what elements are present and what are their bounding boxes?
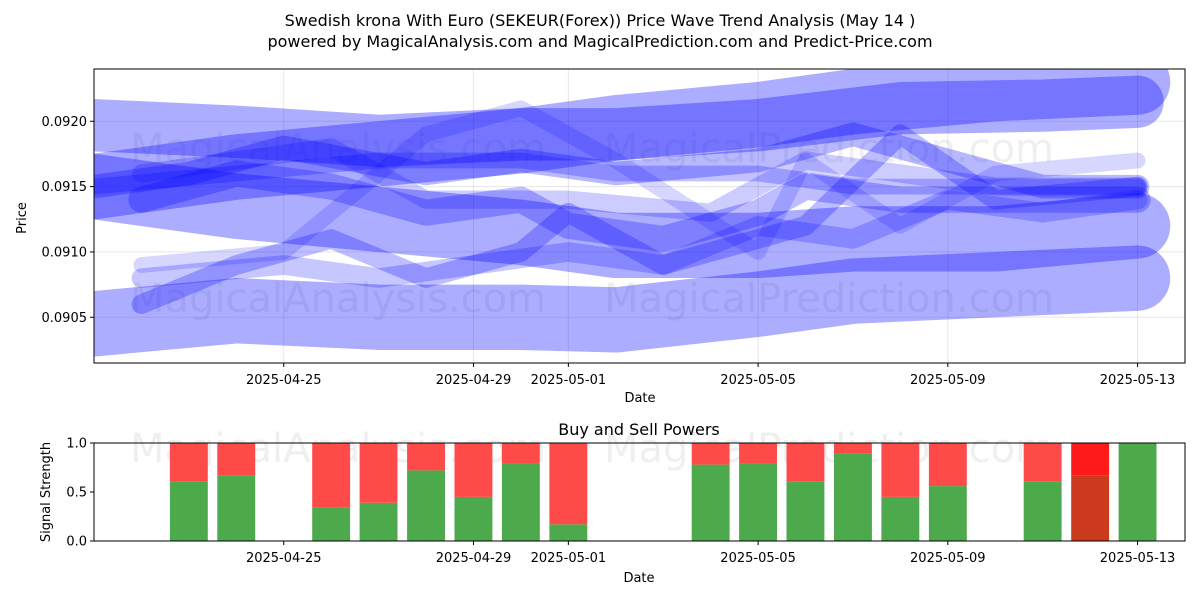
watermark-text: MagicalPrediction.com xyxy=(604,276,1054,322)
x-tick-label: 2025-05-01 xyxy=(531,551,607,566)
price-y-ticks: 0.0905 0.0910 0.0915 0.0920 xyxy=(42,115,94,326)
price-wave-bands xyxy=(94,69,1171,357)
price-watermarks: MagicalAnalysis.com MagicalPrediction.co… xyxy=(130,126,1054,322)
y-tick-label: 0.5 xyxy=(66,486,87,501)
power-panel: Buy and Sell Powers MagicalAnalysis.com … xyxy=(39,420,1186,586)
y-tick-label: 1.0 xyxy=(66,437,87,452)
buy-power-bar xyxy=(1071,475,1110,541)
buy-power-bar xyxy=(1118,443,1157,541)
x-tick-label: 2025-04-25 xyxy=(246,373,322,388)
y-tick-label: 0.0 xyxy=(66,535,87,550)
buy-power-bar xyxy=(739,463,777,541)
x-tick-label: 2025-05-05 xyxy=(720,551,796,566)
x-tick-label: 2025-05-09 xyxy=(910,373,986,388)
price-plot-frame xyxy=(93,68,1186,364)
sell-power-bar xyxy=(881,443,920,497)
watermark-text: MagicalAnalysis.com xyxy=(130,126,546,172)
sell-power-bar xyxy=(454,443,493,497)
x-tick-label: 2025-04-25 xyxy=(246,551,322,566)
y-tick-label: 0.0905 xyxy=(42,311,88,326)
buy-power-bar xyxy=(928,486,967,541)
watermark-text: MagicalPrediction.com xyxy=(604,426,1054,472)
wave-band-8 xyxy=(131,189,1148,288)
wave-band-11 xyxy=(94,152,1146,195)
chart-title: Swedish krona With Euro (SEKEUR(Forex)) … xyxy=(285,11,916,30)
x-tick-label: 2025-05-13 xyxy=(1100,551,1176,566)
buy-power-bar xyxy=(501,463,540,541)
buy-power-bar xyxy=(691,464,730,541)
power-bars xyxy=(169,443,1157,541)
y-tick-label: 0.0920 xyxy=(42,115,88,130)
x-tick-label: 2025-05-05 xyxy=(720,373,796,388)
sell-power-bar xyxy=(217,443,256,476)
price-y-axis-label: Price xyxy=(15,202,30,234)
y-tick-label: 0.0910 xyxy=(42,245,88,260)
x-tick-label: 2025-04-29 xyxy=(436,551,512,566)
buy-power-bar xyxy=(881,496,920,541)
buy-power-bar xyxy=(169,481,208,541)
buy-power-bar xyxy=(359,502,398,541)
wave-band-5 xyxy=(94,122,1150,199)
buy-power-bar xyxy=(1023,481,1062,541)
wave-band-9 xyxy=(133,100,1146,273)
sell-power-bar xyxy=(312,443,351,508)
y-tick-label: 0.0915 xyxy=(42,180,88,195)
power-x-ticks: 2025-04-25 2025-04-29 2025-05-01 2025-05-05… xyxy=(246,541,1175,566)
wave-band-2 xyxy=(94,69,1171,220)
sell-power-bar xyxy=(928,443,967,487)
price-gridlines xyxy=(94,69,1185,363)
wave-band-1 xyxy=(94,75,1164,168)
x-tick-label: 2025-04-29 xyxy=(436,373,512,388)
watermark-text: MagicalPrediction.com xyxy=(604,126,1054,172)
buy-power-bar xyxy=(454,496,493,541)
price-x-axis-label: Date xyxy=(624,391,655,406)
buy-power-bar xyxy=(834,453,872,541)
price-x-ticks: 2025-04-25 2025-04-29 2025-05-01 2025-05-05… xyxy=(246,363,1175,388)
buy-power-bar xyxy=(407,470,445,541)
wave-band-3 xyxy=(94,153,1171,279)
sell-power-bar xyxy=(169,443,208,482)
price-panel: MagicalAnalysis.com MagicalPrediction.co… xyxy=(15,68,1186,406)
power-chart-title: Buy and Sell Powers xyxy=(558,420,720,439)
sell-power-bar xyxy=(834,443,872,454)
buy-power-bar xyxy=(217,475,256,541)
buy-power-bar xyxy=(312,507,351,541)
sell-power-bar xyxy=(739,443,777,464)
wave-band-4 xyxy=(94,245,1171,357)
wave-band-6 xyxy=(128,160,1151,252)
power-x-axis-label: Date xyxy=(623,571,654,586)
chart-subtitle: powered by MagicalAnalysis.com and Magic… xyxy=(267,32,932,51)
sell-power-bar xyxy=(786,443,825,482)
power-y-axis-label: Signal Strength xyxy=(39,442,54,542)
x-tick-label: 2025-05-09 xyxy=(910,551,986,566)
wave-band-10 xyxy=(132,138,1147,222)
sell-power-bar xyxy=(501,443,540,464)
x-tick-label: 2025-05-01 xyxy=(531,373,607,388)
sell-power-bar xyxy=(407,443,445,471)
sell-power-bar xyxy=(549,443,588,525)
x-tick-label: 2025-05-13 xyxy=(1100,373,1176,388)
buy-power-bar xyxy=(549,524,588,541)
sell-power-bar xyxy=(1071,443,1110,476)
watermark-text: MagicalAnalysis.com xyxy=(130,276,546,322)
power-y-ticks: 0.0 0.5 1.0 xyxy=(66,437,94,550)
sell-power-bar xyxy=(359,443,398,503)
sell-power-bar xyxy=(1023,443,1062,482)
buy-power-bar xyxy=(786,481,825,541)
wave-band-7 xyxy=(131,124,1148,314)
sell-power-bar xyxy=(691,443,730,465)
